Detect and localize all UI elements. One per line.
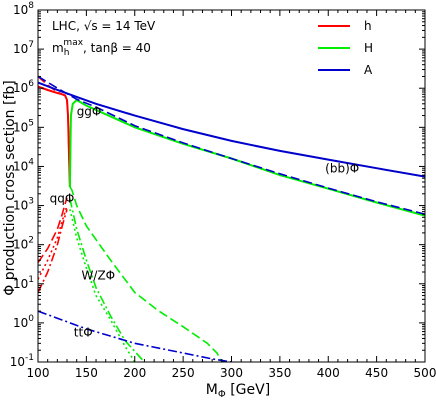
series-tt-a-line — [38, 310, 232, 362]
x-axis-title: MΦ [GeV] — [206, 382, 270, 400]
series-layer — [38, 75, 425, 362]
y-tick-label: 106 — [13, 79, 34, 95]
annotation-1: (bb)Φ — [325, 162, 359, 176]
title-m: m — [52, 41, 64, 55]
x-tick-label: 200 — [123, 366, 146, 380]
y-tick-label: 107 — [13, 40, 34, 56]
y-tick-label: 108 — [13, 1, 34, 17]
annotation-3: W/ZΦ — [82, 268, 116, 282]
x-tick-label: 100 — [27, 366, 50, 380]
title-sub-h: h — [64, 48, 70, 58]
y-axis-title: Φ production cross section [fb] — [2, 80, 18, 295]
annotations: ggΦ (bb)Φ qqΦ W/ZΦ ttΦ — [50, 105, 360, 340]
series-wz-h-line — [38, 205, 68, 280]
legend: hHA — [318, 19, 373, 77]
series-gg-a-line — [38, 81, 425, 178]
annotation-4: ttΦ — [74, 325, 93, 339]
legend-label-a: A — [364, 63, 373, 77]
series-qq-h-line — [38, 197, 68, 263]
x-tick-label: 300 — [220, 366, 243, 380]
x-tick-label: 350 — [268, 366, 291, 380]
x-tick-label: 150 — [75, 366, 98, 380]
x-tick-label: 500 — [414, 366, 436, 380]
x-tick-label: 250 — [172, 366, 195, 380]
x-tick-label: 450 — [365, 366, 388, 380]
series-bb-h-line — [69, 99, 425, 217]
title-rest: , tanβ = 40 — [83, 41, 151, 55]
title-sup-max: max — [63, 38, 83, 48]
legend-label-h: H — [364, 41, 373, 55]
y-tick-label: 104 — [13, 157, 34, 173]
series-wz-h-line — [69, 209, 136, 362]
chart-title-line1: LHC, √s = 14 TeV — [52, 19, 156, 33]
chart-title-line2: mhmax, tanβ = 40 — [52, 38, 151, 58]
annotation-2: qqΦ — [50, 191, 75, 205]
series-qq-h-line — [69, 186, 223, 362]
y-tick-label: 103 — [13, 197, 34, 213]
legend-label-h: h — [364, 19, 372, 33]
y-tick-label: 100 — [13, 314, 34, 330]
series-gg-h-line — [38, 85, 71, 187]
y-tick-label: 101 — [13, 275, 34, 291]
series-bb-a-line — [38, 75, 425, 215]
series-wz-h-line — [38, 209, 68, 293]
y-tick-label: 10-1 — [10, 353, 34, 369]
annotation-0: ggΦ — [77, 105, 102, 119]
x-tick-label: 400 — [317, 366, 340, 380]
y-tick-label: 102 — [13, 236, 34, 252]
axes: 100 150 200 250 300 350 400 450 50010-1100101102… — [10, 1, 436, 380]
series-gg-h-line — [68, 98, 425, 217]
y-tick-label: 105 — [13, 118, 34, 134]
